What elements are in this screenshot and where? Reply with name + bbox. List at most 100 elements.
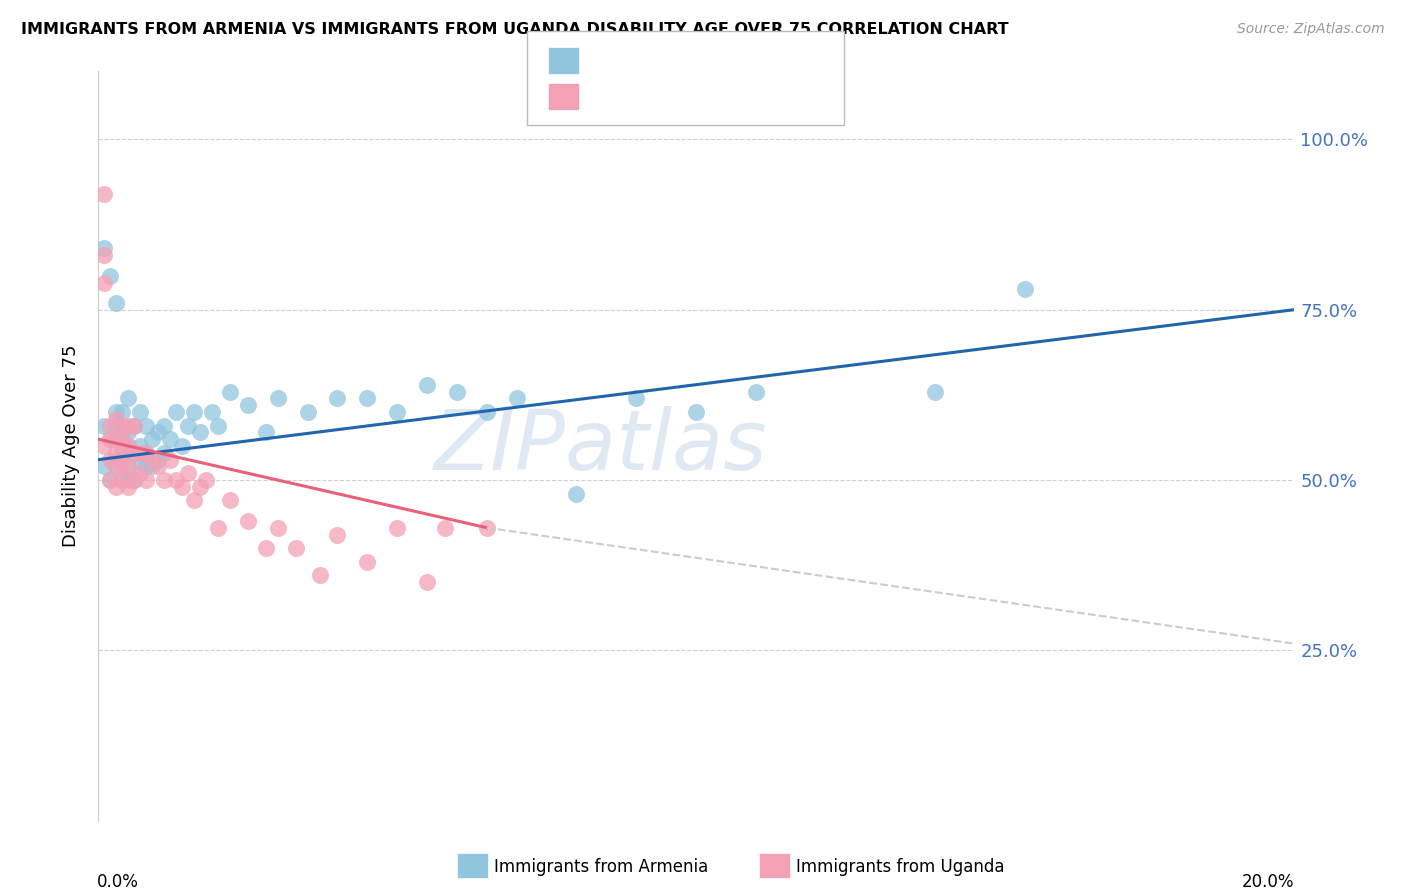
Point bbox=[98, 432, 122, 446]
Point bbox=[124, 418, 146, 433]
Point bbox=[165, 405, 187, 419]
Point bbox=[153, 418, 176, 433]
Point bbox=[111, 432, 134, 446]
Point bbox=[129, 439, 152, 453]
Point bbox=[111, 446, 134, 460]
Point bbox=[159, 432, 181, 446]
Point bbox=[219, 493, 242, 508]
Point bbox=[254, 541, 277, 556]
Point bbox=[201, 405, 224, 419]
Point bbox=[385, 405, 409, 419]
Point bbox=[111, 418, 134, 433]
Text: Immigrants from Armenia: Immigrants from Armenia bbox=[494, 858, 707, 876]
Point bbox=[506, 392, 529, 406]
Point bbox=[129, 467, 152, 481]
Point bbox=[105, 446, 128, 460]
Point bbox=[105, 405, 128, 419]
Point bbox=[416, 377, 439, 392]
Point bbox=[129, 446, 152, 460]
Text: ZIPatlas: ZIPatlas bbox=[433, 406, 768, 486]
Point bbox=[124, 473, 146, 487]
Point bbox=[124, 446, 146, 460]
Point bbox=[416, 575, 439, 590]
Point bbox=[475, 521, 498, 535]
Point bbox=[219, 384, 242, 399]
Text: R = 0.426    N = 62: R = 0.426 N = 62 bbox=[591, 51, 775, 70]
Point bbox=[117, 473, 139, 487]
Point bbox=[111, 425, 134, 440]
Point bbox=[236, 514, 259, 528]
Point bbox=[475, 405, 498, 419]
Point bbox=[195, 473, 218, 487]
Point bbox=[434, 521, 457, 535]
Point bbox=[446, 384, 468, 399]
Point bbox=[117, 418, 139, 433]
Text: 0.0%: 0.0% bbox=[97, 873, 139, 891]
Point bbox=[98, 473, 122, 487]
Point bbox=[135, 418, 157, 433]
Point bbox=[105, 459, 128, 474]
Text: IMMIGRANTS FROM ARMENIA VS IMMIGRANTS FROM UGANDA DISABILITY AGE OVER 75 CORRELA: IMMIGRANTS FROM ARMENIA VS IMMIGRANTS FR… bbox=[21, 22, 1008, 37]
Point bbox=[385, 521, 409, 535]
Point bbox=[565, 486, 588, 500]
Point bbox=[153, 473, 176, 487]
Point bbox=[326, 527, 349, 541]
Point bbox=[111, 439, 134, 453]
Point bbox=[111, 473, 134, 487]
Point bbox=[135, 446, 157, 460]
Point bbox=[141, 452, 163, 467]
Point bbox=[172, 480, 194, 494]
Point bbox=[98, 418, 122, 433]
Y-axis label: Disability Age Over 75: Disability Age Over 75 bbox=[62, 344, 80, 548]
Point bbox=[148, 425, 170, 440]
Point bbox=[98, 452, 122, 467]
Point bbox=[188, 480, 211, 494]
Point bbox=[124, 473, 146, 487]
Point bbox=[165, 473, 187, 487]
Text: Source: ZipAtlas.com: Source: ZipAtlas.com bbox=[1237, 22, 1385, 37]
Point bbox=[207, 521, 229, 535]
Point bbox=[284, 541, 307, 556]
Point bbox=[236, 398, 259, 412]
Point bbox=[93, 186, 115, 201]
Point bbox=[177, 418, 200, 433]
Point bbox=[117, 439, 139, 453]
Point bbox=[148, 459, 170, 474]
Point bbox=[105, 418, 128, 433]
Text: R = -0.181    N = 52: R = -0.181 N = 52 bbox=[591, 87, 780, 106]
Point bbox=[129, 459, 152, 474]
Point bbox=[117, 459, 139, 474]
Point bbox=[105, 432, 128, 446]
Point bbox=[117, 425, 139, 440]
Point bbox=[129, 405, 152, 419]
Point bbox=[626, 392, 648, 406]
Point bbox=[254, 425, 277, 440]
Point bbox=[93, 242, 115, 256]
Text: Immigrants from Uganda: Immigrants from Uganda bbox=[796, 858, 1004, 876]
Point bbox=[267, 392, 290, 406]
Point bbox=[93, 418, 115, 433]
Point bbox=[117, 480, 139, 494]
Point bbox=[148, 452, 170, 467]
Point bbox=[141, 432, 163, 446]
Point bbox=[98, 432, 122, 446]
Point bbox=[183, 405, 205, 419]
Point bbox=[105, 480, 128, 494]
Point bbox=[111, 452, 134, 467]
Point bbox=[153, 446, 176, 460]
Point bbox=[111, 459, 134, 474]
Point bbox=[745, 384, 768, 399]
Point bbox=[117, 392, 139, 406]
Point bbox=[124, 418, 146, 433]
Point bbox=[183, 493, 205, 508]
Text: 20.0%: 20.0% bbox=[1243, 873, 1295, 891]
Point bbox=[98, 473, 122, 487]
Point bbox=[685, 405, 707, 419]
Point bbox=[356, 392, 378, 406]
Point bbox=[135, 473, 157, 487]
Point bbox=[105, 411, 128, 425]
Point bbox=[117, 439, 139, 453]
Point bbox=[141, 459, 163, 474]
Point bbox=[207, 418, 229, 433]
Point bbox=[326, 392, 349, 406]
